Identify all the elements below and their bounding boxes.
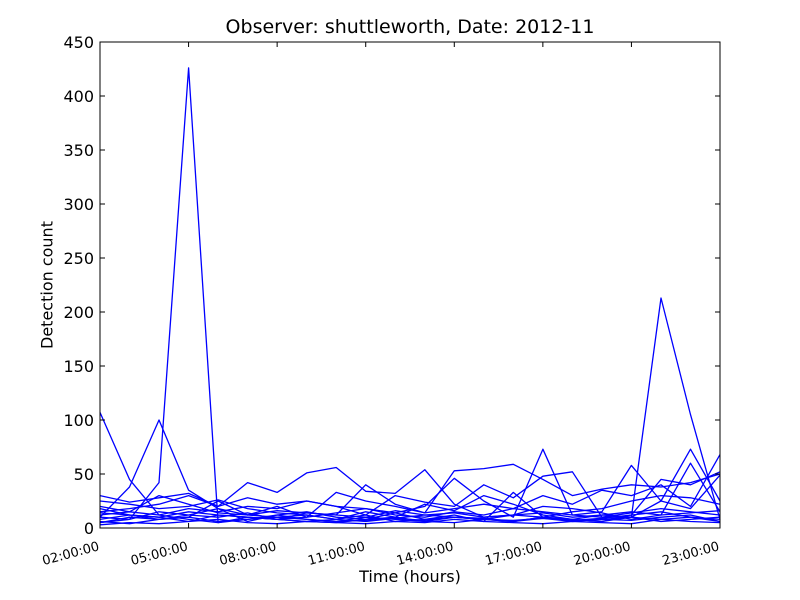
series-line-12	[99, 507, 721, 521]
y-tick-label: 200	[63, 303, 94, 322]
series-line-6	[99, 448, 721, 518]
y-tick-label: 50	[74, 465, 94, 484]
y-tick-label: 150	[63, 357, 94, 376]
y-tick-label: 400	[63, 87, 94, 106]
series-line-14	[99, 514, 721, 525]
series-line-9	[99, 471, 721, 518]
y-tick-label: 350	[63, 141, 94, 160]
x-tick-label: 05:00:00	[129, 539, 189, 569]
y-tick-label: 300	[63, 195, 94, 214]
series-line-7	[99, 471, 721, 523]
y-tick-label: 250	[63, 249, 94, 268]
x-axis-label: Time (hours)	[359, 567, 461, 586]
series-line-3	[99, 67, 721, 524]
series-line-5	[99, 462, 721, 521]
x-tick-label: 02:00:00	[41, 539, 101, 569]
series-line-13	[99, 518, 721, 526]
y-tick-label: 450	[63, 33, 94, 52]
series-line-15	[99, 510, 721, 521]
y-axis-label: Detection count	[37, 221, 57, 349]
x-tick-label: 20:00:00	[572, 539, 632, 569]
x-tick-label: 23:00:00	[661, 539, 721, 569]
tick-layer: 0 50 100 150 200 250 300 350 400 450 02:00:00 05:00…	[41, 33, 721, 569]
series-line-2	[99, 419, 721, 523]
plot-frame	[99, 41, 721, 529]
x-tick-label: 17:00:00	[484, 539, 544, 569]
y-tick-label: 0	[84, 519, 94, 538]
series-line-4	[99, 297, 721, 523]
y-tick-label: 100	[63, 411, 94, 430]
chart-title: Observer: shuttleworth, Date: 2012-11	[225, 16, 595, 38]
x-tick-label: 11:00:00	[306, 539, 366, 569]
x-tick-label: 08:00:00	[218, 539, 278, 569]
series-layer	[99, 67, 721, 526]
x-tick-label: 14:00:00	[395, 539, 455, 569]
series-line-10	[99, 454, 721, 521]
